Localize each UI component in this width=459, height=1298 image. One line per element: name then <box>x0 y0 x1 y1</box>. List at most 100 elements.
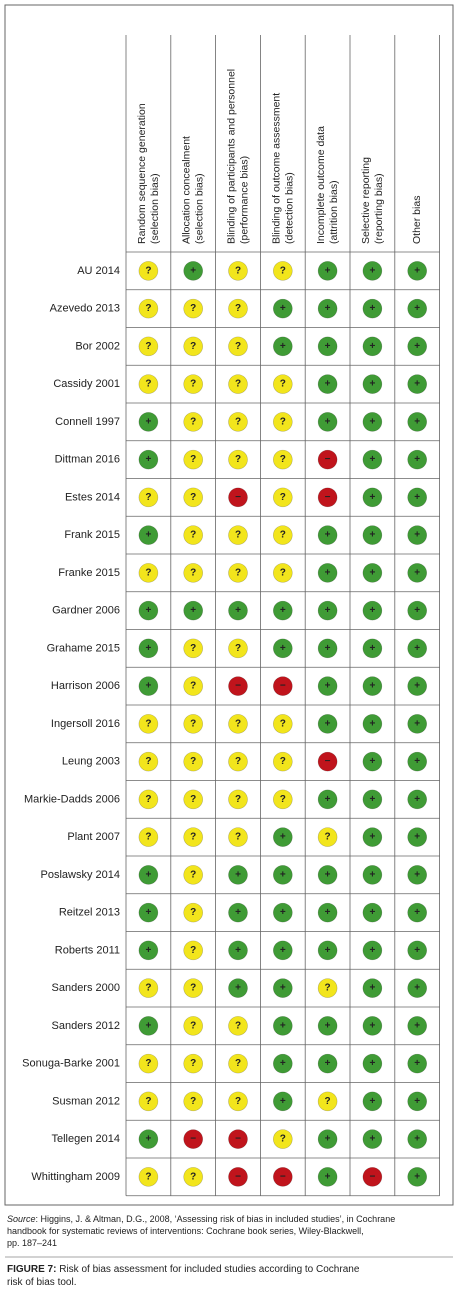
judgment-symbol: ? <box>235 1020 241 1031</box>
column-header: (selection bias) <box>149 173 161 244</box>
study-name: Markie-Dadds 2006 <box>24 793 120 805</box>
judgment-symbol: + <box>325 1171 331 1182</box>
judgment-symbol: ? <box>280 454 286 465</box>
judgment-dot <box>138 298 159 319</box>
judgment-symbol: + <box>414 1020 420 1031</box>
judgment-dot <box>407 789 428 810</box>
judgment-symbol: + <box>190 265 196 276</box>
judgment-symbol: ? <box>190 869 196 880</box>
judgment-symbol: ? <box>235 756 241 767</box>
judgment-symbol: ? <box>145 794 151 805</box>
judgment-symbol: + <box>280 605 286 616</box>
judgment-dot <box>317 676 338 696</box>
judgment-symbol: ? <box>325 983 331 994</box>
judgment-symbol: + <box>145 416 151 427</box>
judgment-symbol: + <box>414 681 420 692</box>
judgment-symbol: + <box>145 530 151 541</box>
judgment-dot <box>228 827 248 847</box>
judgment-dot <box>138 374 159 394</box>
judgment-dot <box>362 865 383 885</box>
judgment-symbol: + <box>325 869 331 880</box>
judgment-symbol: + <box>414 945 420 956</box>
judgment-dot <box>407 298 428 319</box>
judgment-dot <box>362 487 383 508</box>
judgment-symbol: − <box>325 454 331 465</box>
judgment-symbol: + <box>145 945 151 956</box>
judgment-dot <box>272 1167 293 1187</box>
judgment-symbol: + <box>414 567 420 578</box>
judgment-dot <box>317 638 338 659</box>
judgment-symbol: ? <box>145 983 151 994</box>
judgment-symbol: − <box>235 681 241 692</box>
judgment-dot <box>138 1016 159 1036</box>
judgment-dot <box>272 374 293 394</box>
judgment-dot <box>362 412 383 432</box>
caption-label: FIGURE 7: <box>7 1264 56 1275</box>
judgment-dot <box>228 600 248 621</box>
judgment-symbol: + <box>235 945 241 956</box>
judgment-dot <box>138 789 159 810</box>
judgment-symbol: + <box>325 643 331 654</box>
judgment-symbol: ? <box>280 265 286 276</box>
judgment-dot <box>407 1016 428 1036</box>
judgment-dot <box>272 751 293 772</box>
judgment-symbol: + <box>369 945 375 956</box>
judgment-symbol: + <box>369 567 375 578</box>
judgment-dot <box>183 412 203 432</box>
judgment-symbol: + <box>325 567 331 578</box>
judgment-symbol: + <box>414 983 420 994</box>
judgment-symbol: ? <box>190 718 196 729</box>
judgment-dot <box>228 638 248 659</box>
judgment-symbol: + <box>145 605 151 616</box>
judgment-symbol: − <box>235 1171 241 1182</box>
judgment-dot <box>362 336 383 357</box>
judgment-symbol: ? <box>235 1096 241 1107</box>
judgment-symbol: + <box>235 983 241 994</box>
judgment-dot <box>138 676 159 696</box>
judgment-symbol: + <box>145 643 151 654</box>
judgment-symbol: ? <box>280 379 286 390</box>
judgment-dot <box>228 1091 248 1112</box>
judgment-dot <box>317 487 338 508</box>
judgment-dot <box>138 449 159 470</box>
judgment-symbol: + <box>369 1020 375 1031</box>
judgment-dot <box>138 1129 159 1149</box>
study-name: Sonuga-Barke 2001 <box>22 1058 120 1070</box>
judgment-dot <box>272 676 293 696</box>
judgment-symbol: + <box>414 1134 420 1145</box>
judgment-dot <box>407 336 428 357</box>
judgment-dot <box>138 563 159 583</box>
column-header: Allocation concealment <box>181 136 193 244</box>
judgment-symbol: + <box>369 832 375 843</box>
judgment-dot <box>362 714 383 734</box>
judgment-symbol: + <box>280 643 286 654</box>
judgment-dot <box>138 487 159 508</box>
judgment-dot <box>272 449 293 470</box>
judgment-symbol: ? <box>145 265 151 276</box>
study-name: Whittingham 2009 <box>31 1171 120 1183</box>
judgment-dot <box>183 940 203 961</box>
judgment-symbol: + <box>145 907 151 918</box>
judgment-dot <box>362 940 383 961</box>
judgment-dot <box>183 714 203 734</box>
judgment-symbol: ? <box>235 303 241 314</box>
column-header: (detection bias) <box>283 172 295 244</box>
judgment-dot <box>138 714 159 734</box>
judgment-symbol: + <box>369 341 375 352</box>
judgment-dot <box>272 638 293 659</box>
source-line: Source: Higgins, J. & Altman, D.G., 2008… <box>7 1214 395 1224</box>
judgment-dot <box>183 676 203 696</box>
judgment-dot <box>183 525 203 545</box>
source-text: : Higgins, J. & Altman, D.G., 2008, ‘Ass… <box>36 1214 396 1224</box>
judgment-dot <box>317 600 338 621</box>
study-name: Cassidy 2001 <box>53 378 120 390</box>
judgment-dot <box>183 374 203 394</box>
judgment-dot <box>228 298 248 319</box>
judgment-symbol: + <box>369 1096 375 1107</box>
judgment-symbol: + <box>414 907 420 918</box>
judgment-dot <box>362 676 383 696</box>
judgment-symbol: + <box>414 303 420 314</box>
judgment-symbol: ? <box>145 567 151 578</box>
judgment-symbol: ? <box>325 1096 331 1107</box>
judgment-dot <box>228 487 248 508</box>
